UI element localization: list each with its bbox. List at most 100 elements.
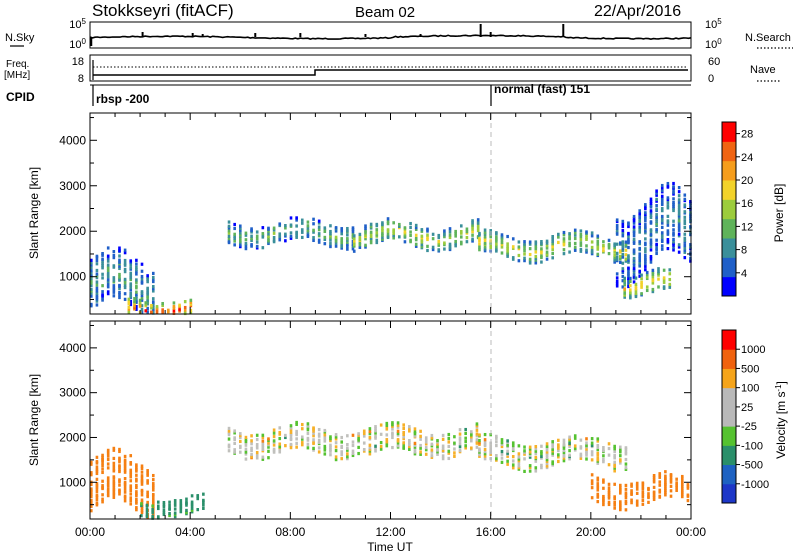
echo-cell	[644, 241, 647, 245]
echo-cell	[323, 448, 327, 452]
echo-cell	[173, 501, 177, 505]
echo-cell	[183, 308, 187, 312]
echo-cell	[369, 232, 373, 236]
echo-cell	[458, 442, 462, 446]
echo-cell	[250, 243, 253, 247]
echo-cell	[528, 252, 532, 257]
echo-cell	[495, 434, 498, 438]
echo-cell	[644, 203, 647, 207]
echo-cell	[317, 232, 321, 236]
echo-cell	[689, 216, 692, 220]
echo-cell	[579, 456, 583, 460]
echo-cell	[523, 256, 526, 260]
echo-cell	[660, 186, 664, 190]
echo-cell	[146, 473, 149, 477]
echo-cell	[323, 444, 327, 449]
echo-cell	[106, 482, 110, 487]
echo-cell	[329, 439, 332, 443]
echo-cell	[677, 216, 681, 220]
echo-cell	[627, 245, 630, 250]
echo-cell	[112, 264, 116, 268]
echo-cell	[101, 485, 104, 490]
echo-cell	[129, 266, 133, 270]
echo-cell	[534, 247, 538, 251]
echo-cell	[172, 309, 176, 313]
cpid-seg1-text: rbsp -200	[96, 92, 150, 106]
colorbar-swatch	[722, 426, 736, 446]
echo-cell	[573, 228, 577, 232]
echo-cell	[641, 485, 645, 489]
echo-cell	[619, 445, 622, 449]
echo-cell	[500, 242, 504, 246]
echo-cell	[426, 237, 429, 242]
echo-cell	[658, 490, 662, 494]
echo-cell	[464, 431, 467, 436]
echo-cell	[660, 207, 664, 211]
echo-cell	[323, 437, 327, 441]
echo-cell	[90, 258, 93, 262]
echo-cell	[562, 450, 566, 455]
echo-cell	[657, 267, 660, 271]
echo-cell	[615, 224, 619, 228]
echo-cell	[261, 457, 265, 461]
echo-cell	[106, 254, 110, 258]
echo-cell	[151, 473, 155, 478]
echo-cell	[95, 493, 99, 498]
echo-cell	[129, 470, 133, 474]
echo-cell	[677, 206, 681, 210]
echo-cell	[146, 277, 149, 282]
echo-cell	[135, 278, 138, 282]
echo-cell	[133, 297, 136, 301]
echo-cell	[478, 438, 481, 443]
echo-cell	[627, 224, 630, 229]
echo-cell	[655, 220, 658, 224]
echo-cell	[585, 244, 588, 248]
echo-cell	[155, 305, 159, 309]
echo-cell	[90, 279, 93, 283]
echo-cell	[677, 208, 681, 212]
echo-cell	[677, 200, 681, 204]
echo-cell	[615, 284, 619, 288]
echo-cell	[127, 302, 131, 306]
echo-cell	[261, 226, 265, 230]
echo-cell	[306, 220, 310, 224]
echo-cell	[430, 444, 434, 448]
echo-cell	[458, 448, 462, 453]
echo-cell	[151, 478, 155, 482]
echo-cell	[146, 302, 149, 306]
echo-cell	[632, 239, 636, 244]
echo-cell	[540, 450, 543, 454]
echo-cell	[545, 453, 549, 457]
echo-cell	[660, 231, 664, 235]
echo-cell	[627, 281, 630, 286]
echo-cell	[295, 437, 298, 441]
echo-cell	[233, 431, 236, 435]
echo-cell	[340, 453, 344, 457]
echo-cell	[289, 446, 293, 450]
echo-cell	[500, 241, 504, 245]
echo-cell	[662, 276, 666, 280]
echo-cell	[557, 235, 560, 239]
echo-cell	[615, 251, 619, 255]
echo-cell	[500, 235, 504, 239]
echo-cell	[358, 241, 362, 245]
echo-cell	[135, 463, 138, 467]
echo-cell	[140, 464, 144, 468]
echo-cell	[454, 239, 457, 244]
echo-cell	[596, 234, 600, 238]
echo-cell	[651, 277, 655, 282]
echo-cell	[585, 237, 588, 241]
echo-cell	[140, 274, 144, 279]
echo-cell	[562, 446, 566, 450]
echo-cell	[683, 240, 687, 244]
echo-cell	[295, 234, 298, 238]
echo-cell	[615, 279, 619, 284]
echo-cell	[118, 277, 121, 281]
colorbar-tick-label: 16	[741, 198, 753, 210]
echo-cell	[649, 257, 653, 261]
echo-cell	[660, 233, 664, 237]
echo-cell	[140, 311, 144, 315]
echo-cell	[323, 235, 327, 240]
echo-cell	[244, 238, 248, 242]
echo-cell	[545, 464, 549, 468]
